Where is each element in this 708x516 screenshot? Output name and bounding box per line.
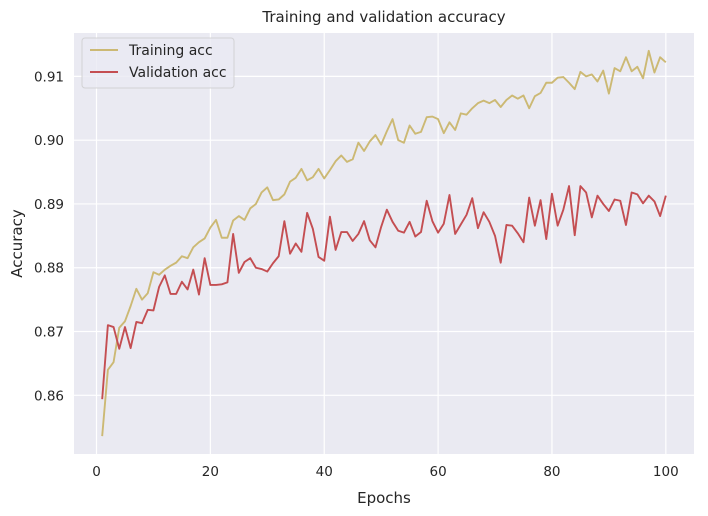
validation-acc-line [101,185,667,400]
training-acc-line [101,49,667,437]
y-tick-label: 0.91 [34,69,64,85]
x-tick-label: 20 [202,464,219,480]
y-tick-label: 0.90 [34,133,64,149]
y-tick-label: 0.86 [34,388,64,404]
y-axis-label: Accuracy [8,209,26,278]
y-tick-label: 0.87 [34,325,64,341]
y-tick-label: 0.88 [34,261,64,277]
y-tick-label: 0.89 [34,197,64,213]
x-axis-label: Epochs [357,489,411,507]
legend-box [81,37,235,89]
legend-entry-training: Training acc [128,43,213,59]
chart-title: Training and validation accuracy [261,8,505,26]
x-tick-label: 100 [653,464,679,480]
x-tick-label: 60 [429,464,446,480]
plot-area [74,33,694,454]
tick-labels: 0 20 40 60 80 100 0.86 0.87 0.88 0.89 0.90 0.91 [34,69,679,480]
x-tick-label: 80 [543,464,560,480]
legend: Training acc Validation acc [81,37,235,89]
x-tick-label: 0 [92,464,101,480]
x-tick-label: 40 [316,464,333,480]
legend-entry-validation: Validation acc [129,65,227,81]
series-layer [101,49,667,437]
